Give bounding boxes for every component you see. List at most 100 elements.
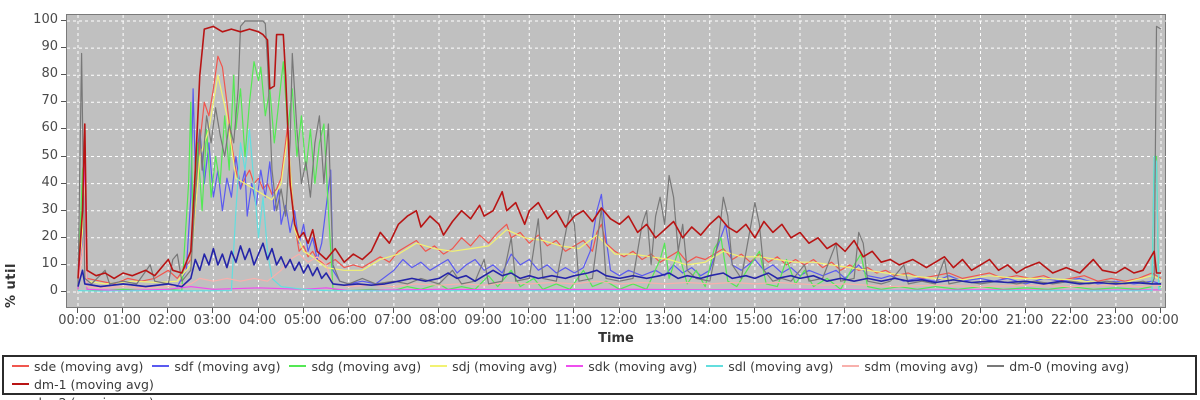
legend-swatch-icon (430, 365, 448, 367)
x-tick-mark (934, 308, 936, 313)
x-tick-label: 12:00 (599, 313, 638, 328)
y-tick-label: 20 (41, 228, 58, 244)
chart-legend: sde (moving avg) sdf (moving avg) sdg (mov… (2, 355, 1197, 400)
x-tick-label: 22:00 (1051, 313, 1089, 328)
x-tick-mark (844, 308, 846, 313)
y-tick-label: 70 (41, 93, 58, 109)
series-sdm (77, 237, 1162, 289)
x-tick-mark (302, 308, 304, 313)
y-tick-mark (61, 291, 66, 292)
legend-item-sdk: sdk (moving avg) (566, 357, 697, 375)
x-axis-title: Time (598, 331, 634, 346)
legend-swatch-icon (289, 365, 307, 367)
x-tick-mark (347, 308, 349, 313)
y-tick-label: 30 (41, 201, 58, 217)
legend-item-sdg: sdg (moving avg) (289, 357, 421, 375)
y-tick-mark (61, 209, 66, 211)
x-tick-mark (979, 308, 981, 313)
x-tick-mark (663, 308, 665, 313)
legend-label: dm-2 (moving avg) (34, 395, 154, 400)
legend-label: sdg (moving avg) (311, 358, 422, 374)
x-tick-label: 23:00 (1096, 313, 1134, 328)
x-tick-mark (77, 308, 78, 313)
series-sdg (77, 61, 1161, 292)
series-dm-2 (77, 242, 1161, 288)
legend-item-sdj: sdj (moving avg) (430, 357, 557, 375)
plot-area (66, 14, 1167, 309)
x-tick-mark (708, 308, 710, 313)
x-tick-mark (167, 308, 169, 313)
y-tick-mark (61, 47, 66, 49)
x-tick-label: 11:00 (554, 313, 593, 328)
legend-label: sde (moving avg) (34, 358, 144, 374)
series-sde (77, 55, 1162, 285)
x-tick-mark (438, 308, 439, 313)
x-tick-label: 05:00 (283, 313, 322, 328)
x-tick-mark (483, 308, 485, 313)
x-tick-label: 14:00 (690, 313, 728, 328)
y-tick-label: 10 (41, 255, 58, 271)
legend-label: sdm (moving avg) (864, 358, 979, 374)
x-tick-mark (1024, 308, 1026, 313)
y-tick-mark (61, 74, 66, 76)
legend-swatch-icon (152, 365, 170, 367)
legend-label: sdk (moving avg) (588, 358, 698, 374)
y-tick-mark (61, 236, 66, 238)
legend-label: sdj (moving avg) (452, 358, 558, 374)
x-tick-label: 16:00 (780, 313, 818, 328)
x-tick-mark (212, 308, 214, 313)
x-tick-label: 13:00 (644, 313, 683, 328)
legend-item-sde: sde (moving avg) (12, 357, 143, 375)
legend-swatch-icon (987, 365, 1005, 367)
y-tick-label: 40 (41, 174, 58, 190)
x-tick-label: 04:00 (238, 313, 277, 328)
x-tick-label: 02:00 (148, 313, 186, 328)
x-tick-label: 17:00 (825, 313, 863, 328)
y-tick-mark (61, 128, 66, 130)
x-tick-label: 21:00 (1005, 313, 1044, 328)
x-tick-label: 10:00 (509, 313, 547, 328)
y-tick-label: 0 (49, 283, 58, 298)
x-tick-label: 19:00 (915, 313, 954, 328)
x-tick-label: 07:00 (374, 313, 412, 328)
x-tick-mark (257, 308, 259, 313)
series-sdf (77, 88, 1162, 288)
series-sdk (77, 161, 1162, 292)
x-tick-label: 18:00 (870, 313, 908, 328)
legend-item-sdl: sdl (moving avg) (706, 357, 833, 375)
series-sdl (77, 128, 1161, 292)
x-tick-mark (573, 308, 575, 313)
x-tick-mark (618, 308, 620, 313)
legend-label: sdf (moving avg) (174, 358, 281, 374)
legend-swatch-icon (842, 365, 860, 367)
legend-label: dm-0 (moving avg) (1009, 358, 1130, 374)
x-tick-mark (122, 308, 124, 313)
series-dm-1 (77, 25, 1161, 280)
x-tick-mark (753, 308, 755, 313)
x-tick-mark (889, 308, 891, 313)
x-tick-label: 03:00 (193, 313, 232, 328)
x-tick-label: 09:00 (464, 313, 502, 328)
x-tick-label: 00:00 (1141, 313, 1179, 328)
legend-label: sdl (moving avg) (728, 358, 834, 374)
legend-item-dm-0: dm-0 (moving avg) (987, 357, 1129, 375)
x-tick-label: 01:00 (103, 313, 141, 328)
legend-item-sdm: sdm (moving avg) (842, 357, 978, 375)
gridlines (67, 15, 1167, 309)
x-tick-mark (1114, 308, 1116, 313)
y-tick-mark (61, 263, 66, 265)
legend-swatch-icon (566, 365, 584, 367)
x-tick-label: 06:00 (329, 313, 367, 328)
plot-canvas (67, 15, 1167, 309)
y-tick-mark (61, 155, 66, 157)
legend-swatch-icon (706, 365, 724, 367)
x-tick-mark (1069, 308, 1071, 313)
y-tick-mark (61, 101, 66, 103)
x-tick-label: 20:00 (960, 313, 999, 328)
legend-item-sdf: sdf (moving avg) (152, 357, 280, 375)
y-tick-label: 80 (41, 66, 58, 82)
x-tick-label: 15:00 (735, 313, 773, 328)
y-tick-label: 100 (33, 12, 58, 27)
legend-label: dm-1 (moving avg) (34, 376, 154, 392)
